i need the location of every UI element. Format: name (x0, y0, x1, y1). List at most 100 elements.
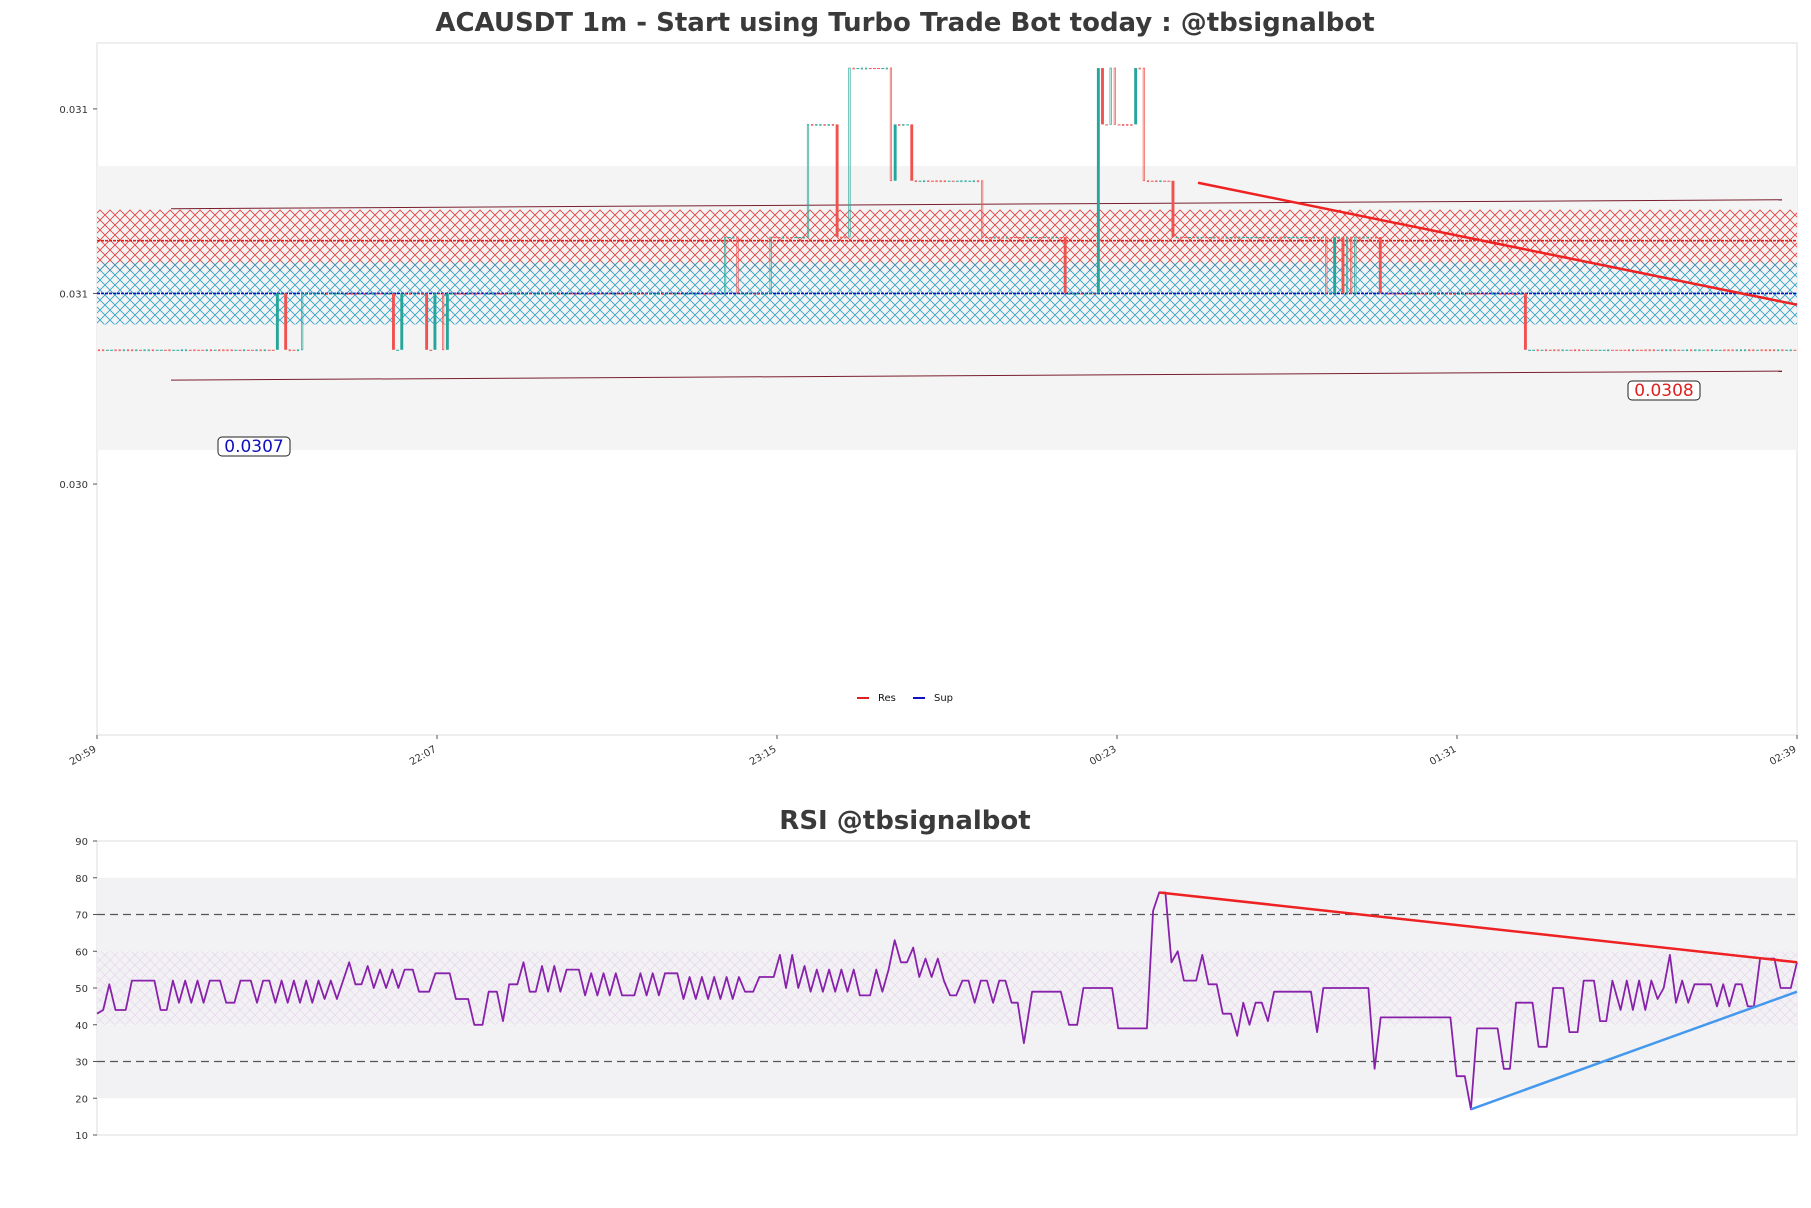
candle-body (1482, 293, 1486, 295)
candle-body (1437, 293, 1440, 295)
candle-body (532, 293, 536, 295)
candle-body (661, 293, 664, 295)
candle-body (188, 349, 192, 351)
candle-body (1320, 237, 1324, 239)
candle-body (1403, 293, 1407, 295)
candle-body (122, 349, 125, 352)
rsi-resistance-trendline (1159, 891, 1798, 964)
candle-body (1432, 293, 1436, 295)
candle-body (1138, 67, 1141, 70)
candle-body (947, 180, 951, 182)
candle-body (1499, 293, 1502, 295)
candle-body (475, 293, 478, 295)
candle-body (421, 293, 424, 295)
candle-body (1275, 237, 1279, 239)
candle-body (321, 293, 325, 295)
candle-body (707, 293, 711, 295)
candle-body (1088, 293, 1092, 295)
candle-body (1474, 293, 1477, 295)
candle-body (640, 293, 644, 295)
candle-body (201, 349, 205, 351)
legend-sup-label: Sup (934, 693, 953, 704)
candle-body (1607, 349, 1610, 352)
candle-body (1706, 349, 1709, 352)
candle-body (545, 293, 549, 295)
candle-body (1250, 237, 1254, 239)
candle-body (110, 349, 113, 351)
candle-body (798, 237, 802, 239)
candle-body (243, 349, 246, 352)
rsi-y-tick-label: 80 (75, 874, 88, 885)
candle-body (1183, 237, 1187, 239)
candle-body (1341, 237, 1345, 294)
candle-body (379, 293, 383, 295)
candle-body (1296, 236, 1299, 239)
candle-body (1611, 349, 1614, 351)
candle-body (520, 293, 524, 295)
candle-body (1399, 293, 1402, 295)
candle-body (259, 349, 262, 352)
candle-body (1072, 293, 1075, 295)
candle-body (1358, 236, 1361, 239)
candle-body (1735, 349, 1738, 352)
candle-body (1569, 349, 1573, 351)
candle-body (1623, 349, 1627, 351)
candle-body (740, 293, 744, 295)
candle-body (367, 293, 370, 295)
candle-body (1573, 349, 1577, 352)
candle-body (694, 293, 698, 295)
candle-body (553, 293, 557, 295)
candle-body (159, 349, 163, 351)
candle-body (479, 293, 482, 295)
candle-body (151, 349, 154, 352)
candle-body (1155, 180, 1158, 183)
candle-body (1677, 349, 1681, 351)
candle-body (819, 124, 822, 126)
candle-body (1462, 293, 1465, 295)
candle-body (524, 293, 528, 295)
candle-body (1208, 237, 1212, 239)
candle-body (1586, 349, 1590, 351)
candle-body (1553, 349, 1556, 352)
candle-body (1669, 349, 1672, 352)
candle-body (997, 236, 1000, 239)
candle-body (508, 293, 512, 295)
candle-body (267, 349, 271, 351)
rsi-series-line (96, 891, 1798, 1111)
candle-body (126, 349, 130, 352)
candle-body (1661, 349, 1664, 352)
candle-body (1122, 124, 1125, 126)
candle-body (881, 68, 885, 70)
candle-body (624, 293, 628, 295)
candle-body (503, 293, 507, 295)
candle-body (1768, 349, 1772, 352)
candle-body (333, 293, 337, 295)
candle-body (205, 349, 208, 352)
candle-body (1598, 349, 1602, 351)
candle-body (1731, 349, 1734, 352)
candle-body (864, 67, 868, 70)
candle-body (1382, 293, 1386, 295)
candle-body (976, 180, 980, 183)
candle-body (910, 124, 914, 181)
candle-body (935, 180, 938, 183)
candle-body (1312, 236, 1315, 239)
candle-body (893, 124, 897, 181)
candle-body (246, 349, 250, 351)
candle-body (649, 293, 652, 295)
candle-body (951, 180, 955, 182)
price-y-tick-label: 0.031 (59, 105, 88, 116)
price-x-tick-label: 22:07 (408, 744, 438, 768)
candle-body (491, 293, 494, 295)
rsi-y-tick-label: 90 (75, 837, 88, 848)
candle-body (305, 293, 308, 295)
rsi-y-tick-label: 40 (75, 1021, 88, 1032)
candle-body (1374, 236, 1378, 239)
candle-body (1428, 293, 1432, 295)
candle-body (1760, 349, 1763, 352)
candle-body (782, 236, 785, 239)
candle-body (1242, 237, 1245, 239)
candle-body (280, 293, 283, 295)
candle-body (442, 293, 445, 351)
resistance-price-label: 0.0308 (1627, 380, 1701, 401)
